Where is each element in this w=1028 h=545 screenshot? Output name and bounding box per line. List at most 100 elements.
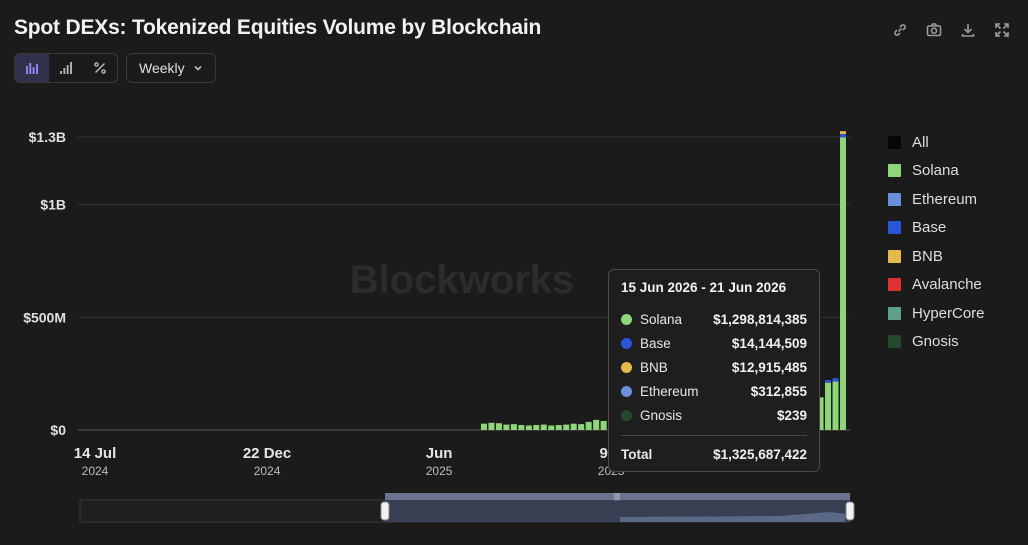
legend-label: HyperCore xyxy=(912,304,985,322)
legend-label: BNB xyxy=(912,247,943,265)
tooltip-total-value: $1,325,687,422 xyxy=(713,446,807,462)
legend-swatch xyxy=(888,278,901,292)
legend-label: Base xyxy=(912,219,947,237)
legend-label: Avalanche xyxy=(912,276,982,294)
bar-solana[interactable] xyxy=(518,425,525,430)
x-tick-year: 2024 xyxy=(254,464,281,478)
legend-item-bnb[interactable]: BNB xyxy=(888,242,985,271)
bar-bnb[interactable] xyxy=(840,131,846,135)
legend-item-base[interactable]: Base xyxy=(888,214,985,243)
bar-solana[interactable] xyxy=(600,420,607,430)
bar-solana[interactable] xyxy=(593,419,600,430)
navigator-series-preview xyxy=(620,512,845,522)
legend-label: All xyxy=(912,133,929,151)
navigator-right-handle[interactable] xyxy=(845,501,855,521)
tooltip-total-row: Total $1,325,687,422 xyxy=(621,442,807,466)
x-tick-year: 2024 xyxy=(82,464,109,478)
interval-dropdown[interactable]: Weekly xyxy=(126,53,216,83)
legend-item-all[interactable]: All xyxy=(888,128,985,157)
tooltip-series-name: Base xyxy=(640,335,671,351)
y-tick-label: $1.3B xyxy=(29,129,66,145)
x-tick-label: Jun xyxy=(426,445,453,462)
tooltip-series-name: Solana xyxy=(640,311,683,327)
bar-solana[interactable] xyxy=(488,422,495,430)
bar-solana[interactable] xyxy=(525,425,532,430)
expand-icon[interactable] xyxy=(992,20,1012,40)
bar-solana[interactable] xyxy=(840,137,846,430)
chart-type-toggle xyxy=(14,53,118,83)
chart-actions xyxy=(890,20,1012,40)
legend-swatch xyxy=(888,249,901,263)
tooltip-total-label: Total xyxy=(621,446,653,462)
y-tick-label: $500M xyxy=(23,309,66,325)
tooltip: 15 Jun 2026 - 21 Jun 2026 Solana $1,298,8… xyxy=(608,269,820,472)
tooltip-row: Base $14,144,509 xyxy=(621,331,807,355)
column-bar-button[interactable] xyxy=(49,54,83,82)
bar-solana[interactable] xyxy=(503,424,510,430)
legend-swatch xyxy=(888,306,901,320)
bar-chart-icon xyxy=(26,63,38,74)
percent-button[interactable] xyxy=(83,54,117,82)
bar-base[interactable] xyxy=(832,378,839,382)
tooltip-series-value: $1,298,814,385 xyxy=(713,311,807,327)
tooltip-dot xyxy=(621,409,632,421)
y-tick-label: $1B xyxy=(40,197,66,213)
bar-solana[interactable] xyxy=(540,424,547,430)
tooltip-series-value: $239 xyxy=(776,407,807,423)
y-tick-label: $0 xyxy=(50,422,66,438)
tooltip-series-value: $12,915,485 xyxy=(731,359,807,375)
navigator-left-handle[interactable] xyxy=(380,501,390,521)
tooltip-row: Ethereum $312,855 xyxy=(621,379,807,403)
bar-solana[interactable] xyxy=(548,425,555,430)
navigator-grip[interactable]: ||| xyxy=(614,492,620,501)
x-tick-label: 14 Jul xyxy=(74,445,117,462)
bar-solana[interactable] xyxy=(832,381,839,430)
bar-solana[interactable] xyxy=(510,424,517,430)
legend-swatch xyxy=(888,135,901,149)
tooltip-title: 15 Jun 2026 - 21 Jun 2026 xyxy=(621,280,787,295)
tooltip-row: Solana $1,298,814,385 xyxy=(621,307,807,331)
bar-solana[interactable] xyxy=(825,382,832,430)
tooltip-series-value: $14,144,509 xyxy=(731,335,807,351)
bar-solana[interactable] xyxy=(817,397,824,430)
legend-swatch xyxy=(888,164,901,178)
bar-solana[interactable] xyxy=(570,423,577,430)
bar-solana[interactable] xyxy=(563,424,570,430)
bar-solana[interactable] xyxy=(578,424,585,430)
bar-solana[interactable] xyxy=(555,425,562,430)
tooltip-row: BNB $12,915,485 xyxy=(621,355,807,379)
legend-label: Gnosis xyxy=(912,333,959,351)
bar-base[interactable] xyxy=(825,379,832,383)
chevron-down-icon xyxy=(194,65,202,71)
bar-solana[interactable] xyxy=(495,423,502,430)
legend-item-solana[interactable]: Solana xyxy=(888,157,985,186)
stacked-bar-button[interactable] xyxy=(15,54,49,82)
legend-swatch xyxy=(888,221,901,235)
legend-label: Solana xyxy=(912,162,959,180)
legend-item-ethereum[interactable]: Ethereum xyxy=(888,185,985,214)
legend-label: Ethereum xyxy=(912,190,978,208)
tooltip-row: Gnosis $239 xyxy=(621,403,807,427)
navigator-scrollbar[interactable] xyxy=(385,493,850,500)
tooltip-series-value: $312,855 xyxy=(750,383,807,399)
tooltip-dot xyxy=(621,385,632,397)
watermark: Blockworks xyxy=(350,258,575,302)
tooltip-series-name: Gnosis xyxy=(640,407,683,423)
bar-base[interactable] xyxy=(840,134,846,138)
link-icon[interactable] xyxy=(890,20,910,40)
camera-icon[interactable] xyxy=(924,20,944,40)
chart-toolbar: Weekly xyxy=(14,53,216,83)
x-tick-year: 2025 xyxy=(426,464,453,478)
x-tick-label: 22 Dec xyxy=(243,445,291,462)
tooltip-series-name: Ethereum xyxy=(640,383,699,399)
tooltip-dot xyxy=(621,361,632,373)
legend-item-gnosis[interactable]: Gnosis xyxy=(888,328,985,357)
download-icon[interactable] xyxy=(958,20,978,40)
legend-item-avalanche[interactable]: Avalanche xyxy=(888,271,985,300)
bar-solana[interactable] xyxy=(533,425,540,430)
legend-item-hypercore[interactable]: HyperCore xyxy=(888,299,985,328)
tooltip-dot xyxy=(621,337,632,349)
bar-solana[interactable] xyxy=(480,423,487,430)
bar-solana[interactable] xyxy=(585,421,592,430)
